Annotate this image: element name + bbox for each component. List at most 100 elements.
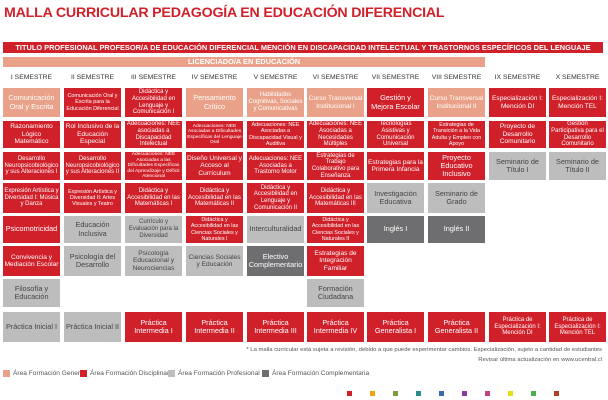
course-cell: Investigación Educativa <box>367 183 424 213</box>
note-update: Revisar última actualización en www.ucen… <box>478 357 602 363</box>
decorative-dot <box>370 391 375 396</box>
course-cell: Currículo y Evaluación para la Diversida… <box>125 216 182 243</box>
course-cell: Práctica de Especialización I: Mención T… <box>549 312 606 342</box>
decorative-dot <box>508 391 513 396</box>
decorative-dot <box>462 391 467 396</box>
course-cell: Inglés I <box>367 216 424 243</box>
course-cell: Adecuaciones: NEE Asociadas a las Dificu… <box>125 152 182 180</box>
course-cell: Didáctica y Accesibilidad en las Ciencia… <box>186 216 243 243</box>
course-cell: Estrategias de Trabajo Colaborativo para… <box>307 152 364 180</box>
course-cell: Práctica Intermedia IV <box>307 312 364 342</box>
legend-swatch <box>3 369 10 377</box>
course-cell: Didáctica y Accesibilidad en las Matemát… <box>307 183 364 213</box>
course-cell: Práctica Inicial I <box>3 312 60 342</box>
course-cell: Razonamiento Lógico Matemático <box>3 121 60 148</box>
semester-header: IX SEMESTRE <box>494 74 541 81</box>
course-cell: Práctica Inicial II <box>64 312 121 342</box>
course-cell: Estrategias de Integración Familiar <box>307 246 364 276</box>
semester-header: VI SEMESTRE <box>312 74 359 81</box>
note-revision: * La malla curricular está sujeta a revi… <box>246 347 602 353</box>
legend-item: Área Formación Disciplinar <box>80 368 169 378</box>
course-cell: Interculturalidad <box>247 216 304 243</box>
course-cell: Adecuaciones: NEE Asociadas a Trastorno … <box>247 152 304 180</box>
legend-label: Área Formación General <box>13 369 86 377</box>
decorative-dot <box>485 391 490 396</box>
course-cell: Curso Transversal Institucional II <box>428 88 485 117</box>
semester-header: VIII SEMESTRE <box>431 74 482 81</box>
course-cell: Inglés II <box>428 216 485 243</box>
semester-header: X SEMESTRE <box>555 74 600 81</box>
course-cell: Psicología del Desarrollo <box>64 246 121 276</box>
course-cell: Seminario de Título II <box>549 152 606 180</box>
decorative-dot <box>347 391 352 396</box>
course-cell: Formación Ciudadana <box>307 279 364 307</box>
course-cell: Adecuaciones: NEE Asociadas a Discapacid… <box>247 121 304 148</box>
course-cell: Didáctica y Accesibilidad en las Matemát… <box>125 183 182 213</box>
course-cell: Gestión y Mejora Escolar <box>367 88 424 117</box>
course-cell: Didáctica y Accesibilidad en Lenguaje y … <box>125 88 182 117</box>
course-cell: Ciencias Sociales y Educación <box>186 246 243 276</box>
course-cell: Habilidades Cognitivas, Sociales y Comun… <box>247 88 304 117</box>
course-cell: Desarrollo Neuropsicobiológico y sus Alt… <box>3 152 60 180</box>
banner-degree: LICENCIADO/A EN EDUCACIÓN <box>3 57 485 67</box>
course-cell: Especialización I: Mención TEL <box>549 88 606 117</box>
course-cell: Didáctica y Accesibilidad en Lenguaje y … <box>247 183 304 213</box>
decorative-dot <box>554 391 559 396</box>
decorative-dot <box>416 391 421 396</box>
semester-header: IV SEMESTRE <box>191 74 238 81</box>
legend-item: Área Formación General <box>3 368 85 378</box>
course-cell: Convivencia y Mediación Escolar <box>3 246 60 276</box>
course-cell: Seminario de Grado <box>428 183 485 213</box>
semester-header: I SEMESTRE <box>10 74 53 81</box>
course-cell: Adecuaciones: NEE Asociadas a Dificultad… <box>186 121 243 148</box>
course-cell: Didáctica y Accesibilidad en las Ciencia… <box>307 216 364 243</box>
course-cell: Curso Transversal Institucional I <box>307 88 364 117</box>
course-cell: Especialización I: Mención DI <box>489 88 546 117</box>
course-cell: Expresión Artística y Diversidad II: Art… <box>64 183 121 213</box>
legend-swatch <box>80 369 87 377</box>
course-cell: Comunicación Oral y Escrita para la Educ… <box>64 88 121 117</box>
course-cell: Práctica Generalista II <box>428 312 485 342</box>
course-cell: Seminario de Título I <box>489 152 546 180</box>
course-cell: Electivo Complementario <box>247 246 304 276</box>
course-cell: Comunicación Oral y Escrita <box>3 88 60 117</box>
decorative-dot <box>439 391 444 396</box>
course-cell: Adecuaciones: NEE asociadas a Discapacid… <box>125 121 182 148</box>
course-cell: Diseño Universal y Acceso al Currículum <box>186 152 243 180</box>
semester-header: III SEMESTRE <box>131 74 176 81</box>
course-cell: Tecnologías Asistivas y Comunicación Uni… <box>367 121 424 148</box>
decorative-dot <box>393 391 398 396</box>
legend-item: Área Formación Profesional <box>168 368 260 378</box>
semester-header: II SEMESTRE <box>70 74 115 81</box>
semester-header: V SEMESTRE <box>253 74 298 81</box>
course-cell: Práctica Intermedia I <box>125 312 182 342</box>
course-cell: Desarrollo Neuropsicobiológico y sus Alt… <box>64 152 121 180</box>
course-cell: Pensamiento Crítico <box>186 88 243 117</box>
legend-item: Área Formación Complementaria <box>262 368 369 378</box>
course-cell: Práctica de Especialización I: Mención D… <box>489 312 546 342</box>
legend-swatch <box>168 369 175 377</box>
course-cell: Filosofía y Educación <box>3 279 60 307</box>
legend-label: Área Formación Disciplinar <box>90 369 170 377</box>
course-cell: Expresión Artística y Diversidad I: Músi… <box>3 183 60 213</box>
semester-header: VII SEMESTRE <box>371 74 420 81</box>
course-cell: Práctica Intermedia II <box>186 312 243 342</box>
course-cell: Estrategias de Transición a la Vida Adul… <box>428 121 485 148</box>
course-cell: Gestión Participativa para el Desarrollo… <box>549 121 606 148</box>
course-cell: Proyecto de Desarrollo Comunitario <box>489 121 546 148</box>
course-cell: Adecuaciones: NEE Asociadas a Necesidade… <box>307 121 364 148</box>
course-cell: Proyecto Educativo Inclusivo <box>428 152 485 180</box>
course-cell: Didáctica y Accesibilidad en las Matemát… <box>186 183 243 213</box>
page-title: MALLA CURRICULAR PEDAGOGÍA EN EDUCACIÓN … <box>4 5 445 21</box>
legend-label: Área Formación Complementaria <box>272 369 370 377</box>
course-cell: Psicología Educacional y Neurociencias <box>125 246 182 276</box>
course-cell: Práctica Generalista I <box>367 312 424 342</box>
legend-swatch <box>262 369 269 377</box>
course-cell: Estrategias para la Primera Infancia <box>367 152 424 180</box>
decorative-dot <box>531 391 536 396</box>
course-cell: Educación Inclusiva <box>64 216 121 243</box>
banner-title: TITULO PROFESIONAL PROFESOR/A DE EDUCACI… <box>3 42 603 53</box>
course-cell: Rol Inclusivo de la Educación Especial <box>64 121 121 148</box>
course-cell: Práctica Intermedia III <box>247 312 304 342</box>
course-cell: Psicomotricidad <box>3 216 60 243</box>
